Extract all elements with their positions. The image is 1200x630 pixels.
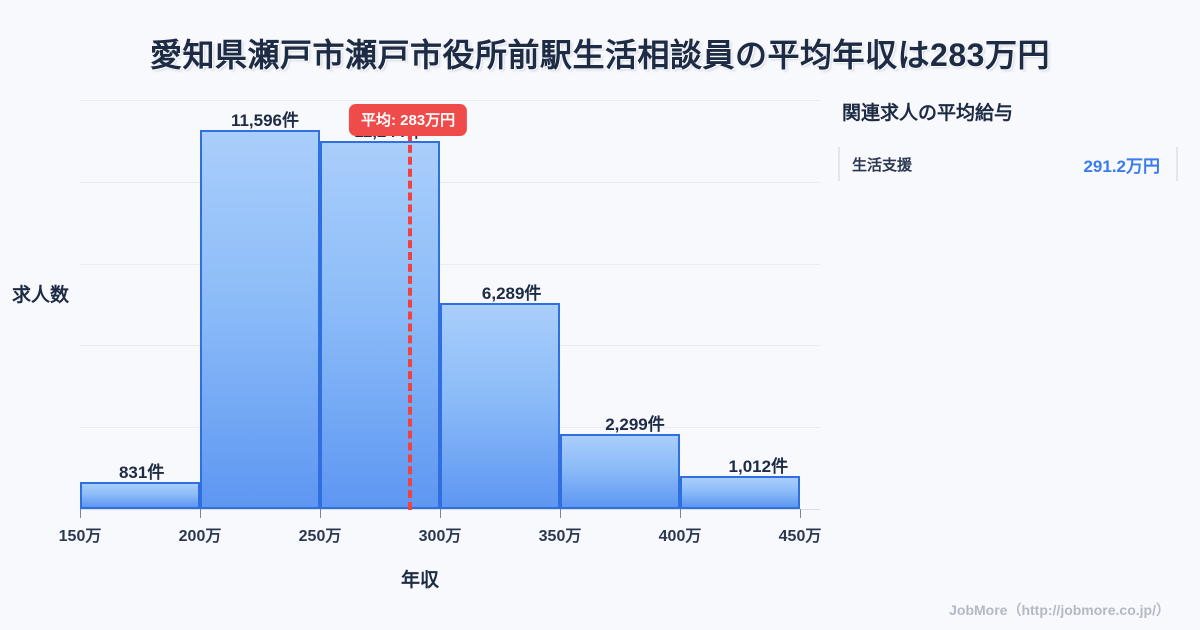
gridline bbox=[80, 100, 820, 101]
x-tick bbox=[200, 509, 201, 518]
x-tick-label: 150万 bbox=[58, 528, 102, 545]
x-tick-label: 400万 bbox=[658, 528, 702, 545]
related-salary-row-label: 生活支援 bbox=[852, 156, 913, 174]
x-tick bbox=[440, 509, 441, 518]
histogram-bar[interactable] bbox=[680, 476, 800, 509]
x-axis-title: 年収 bbox=[400, 570, 439, 591]
x-tick-label: 300万 bbox=[418, 528, 462, 545]
x-tick-label: 250万 bbox=[298, 528, 342, 545]
gridline bbox=[80, 182, 820, 183]
average-line bbox=[408, 133, 413, 510]
gridline bbox=[80, 264, 820, 265]
histogram-bar[interactable] bbox=[560, 434, 680, 509]
axis-baseline bbox=[80, 509, 820, 510]
bar-value-label: 2,299件 bbox=[605, 415, 665, 434]
plot-area: 831件 11,596件 11,244件 6,289件 2,299件 1,012… bbox=[59, 100, 821, 545]
page-title: 愛知県瀬戸市瀬戸市役所前駅生活相談員の平均年収は283万円 bbox=[150, 37, 1050, 73]
x-tick bbox=[80, 509, 81, 518]
related-salary-row-value: 291.2万円 bbox=[1083, 156, 1160, 176]
related-salary-title: 関連求人の平均給与 bbox=[842, 103, 1014, 124]
histogram-bar[interactable] bbox=[320, 141, 440, 509]
x-tick bbox=[320, 509, 321, 518]
bar-value-label: 6,289件 bbox=[481, 284, 542, 303]
bar-value-label: 1,012件 bbox=[728, 457, 789, 476]
histogram-bar[interactable] bbox=[200, 130, 320, 509]
x-tick bbox=[800, 509, 801, 518]
x-tick bbox=[560, 509, 561, 518]
related-salary-row[interactable]: 生活支援 291.2万円 bbox=[838, 147, 1178, 181]
footer-attribution: JobMore（http://jobmore.co.jp/） bbox=[949, 602, 1170, 618]
related-salary-panel: 関連求人の平均給与 生活支援 291.2万円 bbox=[838, 98, 1178, 181]
chart-container: 求人数 831件 11,596件 11,244件 6,289件 2,299件 1… bbox=[12, 100, 821, 591]
x-tick bbox=[680, 509, 681, 518]
average-badge: 平均: 283万円 bbox=[348, 104, 468, 136]
histogram-bar[interactable] bbox=[80, 482, 200, 509]
y-axis-title: 求人数 bbox=[12, 285, 70, 306]
bar-value-label: 11,596件 bbox=[230, 111, 300, 130]
bar-value-label: 831件 bbox=[118, 463, 165, 482]
histogram-bar[interactable] bbox=[440, 303, 560, 509]
x-tick-label: 450万 bbox=[778, 528, 822, 545]
x-tick-label: 200万 bbox=[178, 528, 222, 545]
x-tick-label: 350万 bbox=[538, 528, 582, 545]
